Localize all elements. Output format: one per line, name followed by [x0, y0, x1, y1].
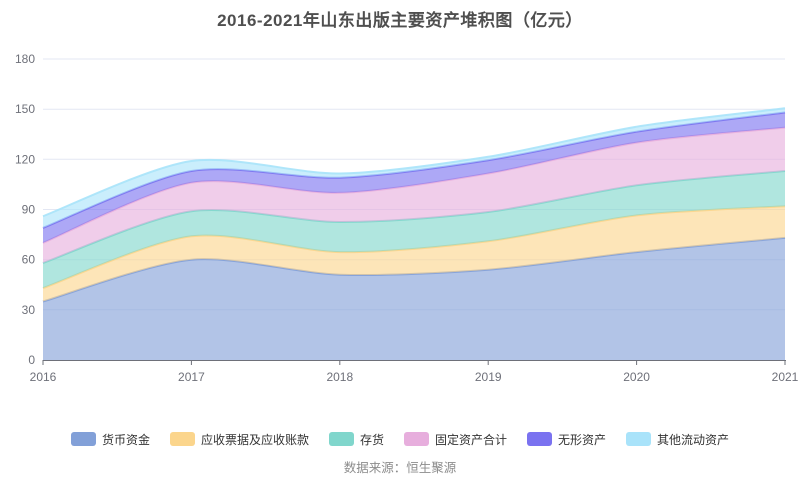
legend-item-5[interactable]: 其他流动资产	[626, 431, 729, 448]
legend-swatch	[527, 432, 553, 446]
y-tick-label: 60	[22, 253, 36, 267]
legend-label: 其他流动资产	[657, 432, 730, 447]
legend-swatch	[626, 432, 652, 446]
y-tick-label: 30	[22, 303, 36, 317]
legend-item-4[interactable]: 无形资产	[527, 431, 606, 448]
x-tick-label: 2021	[772, 370, 799, 384]
chart-legend: 货币资金 应收票据及应收账款 存货 固定资产合计 无形资产 其他流动资产	[0, 430, 800, 448]
x-tick-label: 2016	[30, 370, 57, 384]
legend-label: 货币资金	[101, 432, 150, 447]
line-series-5	[42, 107, 786, 218]
x-tick-label: 2017	[178, 370, 205, 384]
data-source-caption: 数据来源：恒生聚源	[343, 461, 457, 475]
legend-label: 应收票据及应收账款	[200, 432, 309, 447]
y-tick-label: 180	[15, 52, 35, 66]
legend-item-3[interactable]: 固定资产合计	[404, 431, 507, 448]
y-tick-label: 150	[15, 102, 35, 116]
legend-swatch	[404, 432, 429, 446]
area-series-0	[43, 237, 785, 360]
y-tick-label: 0	[28, 353, 35, 367]
area-series-1	[43, 206, 785, 302]
legend-item-1[interactable]: 应收票据及应收账款	[169, 431, 309, 448]
chart-title: 2016-2021年山东出版主要资产堆积图（亿元）	[217, 11, 583, 30]
y-tick-label: 90	[22, 203, 36, 217]
area-series-2	[43, 171, 785, 289]
area-series-4	[43, 112, 785, 243]
area-series-3	[43, 127, 785, 263]
legend-label: 无形资产	[558, 432, 607, 447]
legend-swatch	[169, 432, 195, 446]
legend-label: 存货	[359, 432, 384, 447]
legend-swatch	[70, 432, 96, 446]
legend-item-0[interactable]: 货币资金	[70, 431, 150, 448]
legend-label: 固定资产合计	[435, 432, 508, 447]
legend-item-2[interactable]: 存货	[328, 431, 384, 448]
x-tick-label: 2019	[475, 370, 502, 384]
y-tick-label: 120	[15, 152, 35, 166]
x-tick-label: 2020	[623, 370, 650, 384]
x-tick-label: 2018	[326, 370, 353, 384]
legend-swatch	[328, 432, 354, 446]
